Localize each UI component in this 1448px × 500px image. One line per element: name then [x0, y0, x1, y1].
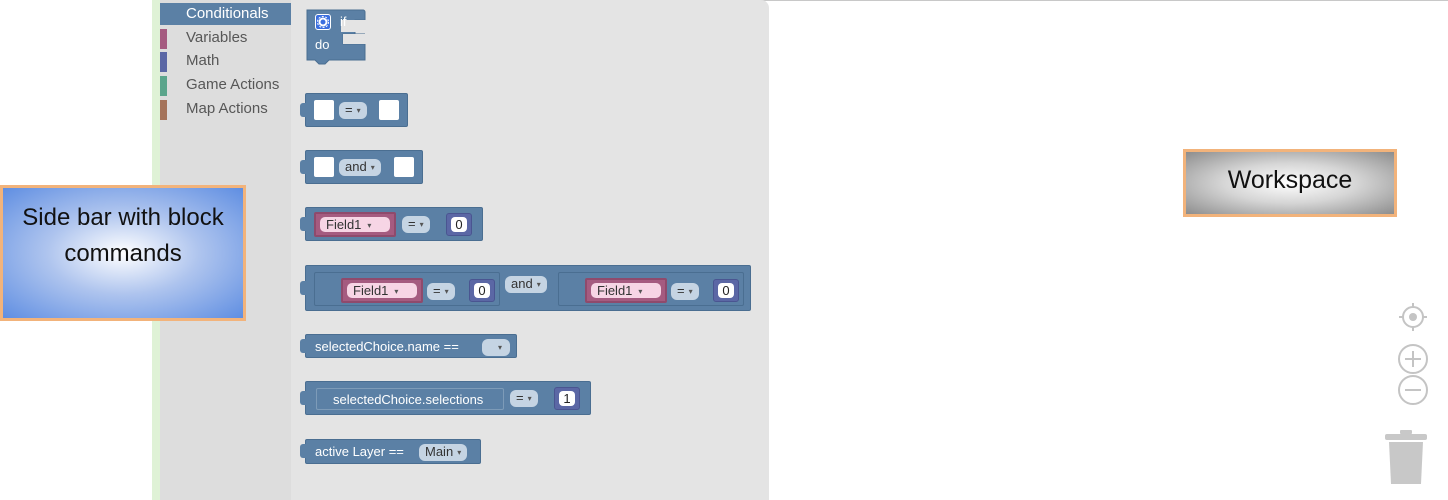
number-block[interactable]: 0: [713, 279, 739, 302]
category-color-bar: [160, 100, 167, 120]
active-layer-block[interactable]: active Layer == Main ▾: [305, 439, 481, 464]
selected-choice-name-block[interactable]: selectedChoice.name == ▾: [305, 334, 517, 358]
category-label: Map Actions: [186, 100, 268, 117]
combined-and-block[interactable]: Field1 ▾ = ▾ 0 and ▾ Field1 ▾ = ▾ 0: [305, 265, 751, 311]
block-label: selectedChoice.selections: [333, 392, 484, 407]
number-block[interactable]: 0: [469, 279, 495, 302]
choice-dropdown[interactable]: ▾: [482, 339, 510, 356]
top-divider: [152, 0, 1448, 1]
category-map-actions[interactable]: Map Actions: [160, 98, 291, 120]
category-color-bar: [160, 29, 167, 49]
operator-dropdown[interactable]: = ▾: [427, 283, 455, 300]
left-compare-block[interactable]: Field1 ▾ = ▾ 0: [314, 272, 500, 306]
zoom-out-icon[interactable]: [1397, 374, 1429, 406]
if-do-block[interactable]: if do: [305, 8, 371, 70]
number-block[interactable]: 1: [554, 387, 580, 410]
sidebar-callout: Side bar with block commands: [0, 185, 246, 321]
logic-and-block[interactable]: and ▾: [305, 150, 423, 184]
category-label: Variables: [186, 29, 248, 46]
gear-icon[interactable]: [315, 14, 331, 30]
category-math[interactable]: Math: [160, 50, 291, 72]
if-label: if: [340, 14, 347, 29]
operator-dropdown[interactable]: = ▾: [510, 390, 538, 407]
operator-dropdown[interactable]: = ▾: [671, 283, 699, 300]
operator-dropdown[interactable]: = ▾: [402, 216, 430, 233]
category-conditionals[interactable]: Conditionals: [160, 3, 291, 25]
right-compare-block[interactable]: Field1 ▾ = ▾ 0: [558, 272, 744, 306]
category-color-bar: [160, 76, 167, 96]
category-color-bar: [160, 52, 167, 72]
field-variable-block[interactable]: Field1 ▾: [341, 278, 423, 303]
workspace-callout: Workspace: [1183, 149, 1397, 217]
category-label: Conditionals: [186, 5, 269, 22]
selected-choice-selections-block[interactable]: selectedChoice.selections = ▾ 1: [305, 381, 591, 415]
compare-block[interactable]: = ▾: [305, 93, 408, 127]
block-label: active Layer ==: [315, 444, 404, 459]
do-label: do: [315, 37, 330, 52]
trash-icon[interactable]: [1385, 430, 1427, 486]
field-compare-block[interactable]: Field1 ▾ = ▾ 0: [305, 207, 483, 241]
block-label: selectedChoice.name ==: [315, 339, 459, 354]
block-flyout: if do = ▾ and ▾ Field1 ▾ = ▾ 0: [291, 0, 769, 500]
recenter-icon[interactable]: [1398, 302, 1428, 332]
number-block[interactable]: 0: [446, 213, 472, 236]
category-label: Game Actions: [186, 76, 280, 93]
layer-dropdown[interactable]: Main ▾: [419, 444, 468, 461]
field-variable-block[interactable]: Field1 ▾: [585, 278, 667, 303]
category-game-actions[interactable]: Game Actions: [160, 74, 291, 96]
category-label: Math: [186, 52, 220, 69]
selections-inner-block[interactable]: selectedChoice.selections: [316, 388, 504, 410]
category-variables[interactable]: Variables: [160, 27, 291, 49]
field-variable-block[interactable]: Field1 ▾: [314, 212, 396, 237]
logic-dropdown[interactable]: and ▾: [505, 276, 547, 293]
logic-dropdown[interactable]: and ▾: [339, 159, 381, 176]
zoom-in-icon[interactable]: [1397, 343, 1429, 375]
operator-dropdown[interactable]: = ▾: [339, 102, 367, 119]
